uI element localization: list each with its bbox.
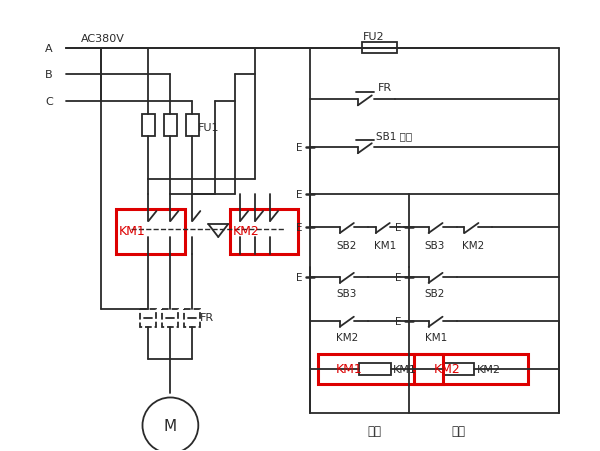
Text: KM1: KM1	[374, 240, 396, 250]
Text: SB3: SB3	[425, 240, 445, 250]
Text: KM1: KM1	[119, 225, 145, 238]
Text: B: B	[45, 70, 53, 80]
Text: FR: FR	[200, 312, 214, 322]
Text: E: E	[296, 190, 302, 200]
Text: KM1: KM1	[393, 364, 416, 374]
Text: KM2: KM2	[463, 240, 485, 250]
Text: E: E	[296, 222, 302, 232]
Text: E: E	[296, 143, 302, 153]
Text: 正转: 正转	[368, 424, 382, 437]
Bar	[359, 363, 391, 375]
Text: SB2: SB2	[336, 240, 356, 250]
Bar	[163, 309, 178, 327]
Text: SB2: SB2	[425, 288, 445, 298]
Text: KM2: KM2	[434, 362, 460, 375]
Text: E: E	[395, 316, 401, 326]
Bar	[142, 115, 155, 137]
Bar	[187, 115, 199, 137]
Bar	[362, 43, 397, 54]
Text: KM2: KM2	[233, 225, 260, 238]
Bar	[116, 210, 185, 254]
Bar	[230, 210, 298, 254]
Bar	[184, 309, 200, 327]
Bar	[164, 115, 178, 137]
Text: FR: FR	[378, 83, 392, 93]
Text: KM1: KM1	[425, 332, 447, 342]
Bar	[318, 354, 443, 384]
Text: KM2: KM2	[476, 364, 500, 374]
Text: 反转: 反转	[452, 424, 466, 437]
Text: A: A	[45, 43, 53, 53]
Text: FU2: FU2	[363, 32, 385, 41]
Bar	[443, 363, 475, 375]
Text: E: E	[395, 222, 401, 232]
Text: E: E	[395, 272, 401, 282]
Text: SB3: SB3	[336, 288, 356, 298]
Bar	[140, 309, 157, 327]
Text: C: C	[45, 97, 53, 107]
Text: FU1: FU1	[199, 123, 220, 133]
Text: M: M	[164, 418, 177, 433]
Text: E: E	[296, 272, 302, 282]
Bar	[413, 354, 528, 384]
Text: KM2: KM2	[336, 332, 358, 342]
Text: KM1: KM1	[336, 362, 362, 375]
Text: AC380V: AC380V	[80, 33, 125, 43]
Text: SB1 停车: SB1 停车	[376, 131, 412, 141]
